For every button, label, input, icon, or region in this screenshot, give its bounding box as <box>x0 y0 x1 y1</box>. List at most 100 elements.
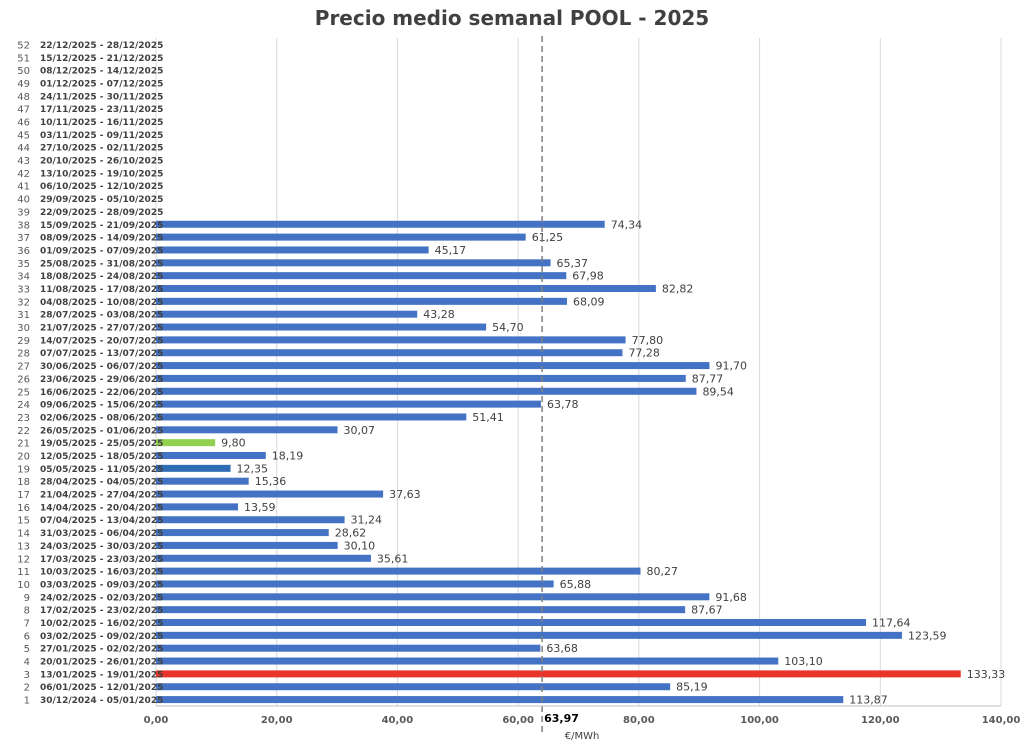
week-number-label: 1 <box>24 696 30 707</box>
data-label: 87,77 <box>692 372 724 385</box>
week-number-label: 34 <box>17 272 30 283</box>
x-axis: 0,00 20,00 40,00 60,00 80,00 100,00 120,00 140,… <box>144 705 1021 742</box>
week-range-label: 31/03/2025 - 06/04/2025 <box>40 529 163 539</box>
week-number-label: 25 <box>17 387 30 398</box>
week-range-label: 23/06/2025 - 29/06/2025 <box>40 375 163 385</box>
bar-week-22 <box>156 426 338 434</box>
data-label: 63,68 <box>546 642 578 655</box>
week-number-label: 41 <box>17 182 30 193</box>
week-range-label: 30/06/2025 - 06/07/2025 <box>40 362 163 372</box>
bar-week-29 <box>156 336 626 344</box>
data-label: 31,24 <box>351 514 383 527</box>
week-range-label: 15/12/2025 - 21/12/2025 <box>40 54 163 64</box>
week-range-label: 05/05/2025 - 11/05/2025 <box>40 465 163 475</box>
week-range-label: 22/12/2025 - 28/12/2025 <box>40 41 163 51</box>
week-number-label: 38 <box>17 220 30 231</box>
data-label: 13,59 <box>244 501 276 514</box>
week-number-label: 32 <box>17 297 30 308</box>
bar-week-35 <box>156 259 551 267</box>
data-label: 123,59 <box>908 629 947 642</box>
week-range-label: 13/01/2025 - 19/01/2025 <box>40 670 163 680</box>
week-range-label: 10/11/2025 - 16/11/2025 <box>40 118 163 128</box>
week-range-label: 14/07/2025 - 20/07/2025 <box>40 336 163 346</box>
week-number-label: 29 <box>17 336 30 347</box>
week-range-label: 27/01/2025 - 02/02/2025 <box>40 645 163 655</box>
bar-week-16 <box>156 503 239 511</box>
week-number-label: 40 <box>17 195 30 206</box>
x-tick-label: 140,00 <box>982 715 1021 726</box>
week-number-label: 39 <box>17 207 30 218</box>
week-range-label: 01/12/2025 - 07/12/2025 <box>40 79 163 89</box>
average-label: 63,97 <box>544 712 579 725</box>
week-range-label: 22/09/2025 - 28/09/2025 <box>40 208 163 218</box>
week-number-label: 36 <box>17 246 30 257</box>
week-range-label: 26/05/2025 - 01/06/2025 <box>40 426 163 436</box>
bar-week-15 <box>156 516 345 524</box>
x-tick-label: 100,00 <box>740 715 779 726</box>
week-range-label: 03/03/2025 - 09/03/2025 <box>40 580 163 590</box>
week-range-label: 27/10/2025 - 02/11/2025 <box>40 144 163 154</box>
week-number-label: 45 <box>17 130 30 141</box>
bar-week-27 <box>156 362 710 370</box>
week-range-label: 16/06/2025 - 22/06/2025 <box>40 388 163 398</box>
data-label: 30,07 <box>343 424 375 437</box>
week-number-label: 6 <box>24 631 30 642</box>
week-number-label: 50 <box>17 66 30 77</box>
week-number-label: 19 <box>17 464 30 475</box>
week-range-label: 06/01/2025 - 12/01/2025 <box>40 683 163 693</box>
week-range-label: 09/06/2025 - 15/06/2025 <box>40 401 163 411</box>
week-range-label: 12/05/2025 - 18/05/2025 <box>40 452 163 462</box>
week-range-label: 30/12/2024 - 05/01/2025 <box>40 696 163 706</box>
week-number-label: 23 <box>17 413 30 424</box>
week-range-label: 02/06/2025 - 08/06/2025 <box>40 413 163 423</box>
week-range-label: 08/12/2025 - 14/12/2025 <box>40 67 163 77</box>
week-number-label: 51 <box>17 53 30 64</box>
week-number-label: 42 <box>17 169 30 180</box>
chart-title: Precio medio semanal POOL - 2025 <box>314 6 710 30</box>
week-range-label: 03/11/2025 - 09/11/2025 <box>40 131 163 141</box>
bar-week-32 <box>156 297 567 305</box>
week-range-label: 17/02/2025 - 23/02/2025 <box>40 606 163 616</box>
week-number-label: 28 <box>17 349 30 360</box>
week-range-label: 24/11/2025 - 30/11/2025 <box>40 92 163 102</box>
data-label: 18,19 <box>272 450 304 463</box>
week-range-label: 20/01/2025 - 26/01/2025 <box>40 658 163 668</box>
bar-week-9 <box>156 593 710 601</box>
bar-week-4 <box>156 657 779 665</box>
data-label: 9,80 <box>221 437 246 450</box>
bar-week-33 <box>156 285 656 292</box>
week-number-label: 13 <box>17 541 30 552</box>
bar-week-31 <box>156 310 418 318</box>
bar-week-2 <box>156 683 671 691</box>
x-axis-title: €/MWh <box>565 731 600 742</box>
data-label: 61,25 <box>532 231 564 244</box>
week-number-label: 2 <box>24 683 30 694</box>
week-range-label: 25/08/2025 - 31/08/2025 <box>40 259 163 269</box>
x-tick-label: 120,00 <box>861 715 900 726</box>
data-label: 67,98 <box>572 270 604 283</box>
week-number-label: 10 <box>17 580 30 591</box>
week-range-label: 06/10/2025 - 12/10/2025 <box>40 182 163 192</box>
week-number-label: 26 <box>17 374 30 385</box>
bar-week-13 <box>156 541 338 549</box>
week-number-label: 3 <box>24 670 30 681</box>
week-number-label: 35 <box>17 259 30 270</box>
week-range-label: 28/04/2025 - 04/05/2025 <box>40 478 163 488</box>
week-range-label: 07/04/2025 - 13/04/2025 <box>40 516 163 526</box>
week-number-label: 24 <box>17 400 30 411</box>
week-range-label: 13/10/2025 - 19/10/2025 <box>40 169 163 179</box>
week-number-label: 30 <box>17 323 30 334</box>
week-number-label: 52 <box>17 40 30 51</box>
data-label: 63,78 <box>547 398 579 411</box>
week-range-label: 18/08/2025 - 24/08/2025 <box>40 272 163 282</box>
week-number-label: 37 <box>17 233 30 244</box>
week-range-label: 21/04/2025 - 27/04/2025 <box>40 491 163 501</box>
week-range-label: 08/09/2025 - 14/09/2025 <box>40 234 163 244</box>
data-label: 28,62 <box>335 527 367 540</box>
week-number-label: 15 <box>17 516 30 527</box>
bar-week-12 <box>156 554 371 562</box>
data-label: 37,63 <box>389 488 421 501</box>
bar-week-11 <box>156 567 641 575</box>
bar-week-28 <box>156 349 623 357</box>
week-number-label: 5 <box>24 644 30 655</box>
